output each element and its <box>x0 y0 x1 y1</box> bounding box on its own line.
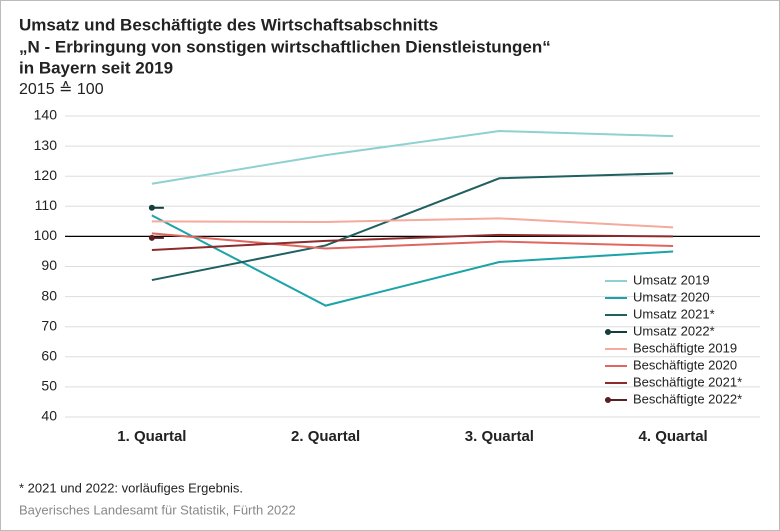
series-line <box>151 172 674 282</box>
legend-label: Umsatz 2020 <box>633 289 710 304</box>
y-tick-label: 60 <box>41 348 57 364</box>
chart-title: in Bayern seit 2019 <box>19 58 173 77</box>
legend-label: Umsatz 2022* <box>633 323 715 338</box>
series-line <box>151 217 674 229</box>
x-tick-label: 3. Quartal <box>465 428 534 445</box>
legend-label: Beschäftigte 2019 <box>633 340 737 355</box>
legend-marker <box>605 397 611 403</box>
x-tick-label: 2. Quartal <box>291 428 360 445</box>
y-tick-label: 130 <box>34 137 58 153</box>
legend-label: Beschäftigte 2021* <box>633 374 742 389</box>
x-tick-label: 1. Quartal <box>117 428 186 445</box>
legend-label: Beschäftigte 2020 <box>633 357 737 372</box>
source: Bayerisches Landesamt für Statistik, Für… <box>19 502 296 517</box>
point-marker <box>148 234 155 241</box>
series-line <box>151 233 674 251</box>
y-tick-label: 90 <box>41 257 57 273</box>
legend-marker <box>605 329 611 335</box>
series-line <box>151 130 674 185</box>
y-tick-label: 50 <box>41 378 57 394</box>
x-tick-label: 4. Quartal <box>639 428 708 445</box>
y-tick-label: 120 <box>34 167 58 183</box>
point-marker <box>148 204 155 211</box>
y-tick-label: 140 <box>34 107 58 123</box>
chart-subtitle: 2015 ≙ 100 <box>19 81 104 98</box>
footnote: * 2021 und 2022: vorläufiges Ergebnis. <box>19 480 243 495</box>
legend-label: Beschäftigte 2022* <box>633 391 742 406</box>
y-tick-label: 70 <box>41 317 57 333</box>
series-line <box>151 232 674 250</box>
chart-title: Umsatz und Beschäftigte des Wirtschaftsa… <box>19 15 438 34</box>
legend-label: Umsatz 2021* <box>633 306 715 321</box>
series-line <box>151 214 674 307</box>
chart-title: „N - Erbringung von sonstigen wirtschaft… <box>19 37 551 56</box>
y-tick-label: 110 <box>35 197 58 213</box>
y-tick-label: 100 <box>34 227 58 243</box>
legend-label: Umsatz 2019 <box>633 272 710 287</box>
y-tick-label: 80 <box>41 287 57 303</box>
y-tick-label: 40 <box>41 408 57 424</box>
